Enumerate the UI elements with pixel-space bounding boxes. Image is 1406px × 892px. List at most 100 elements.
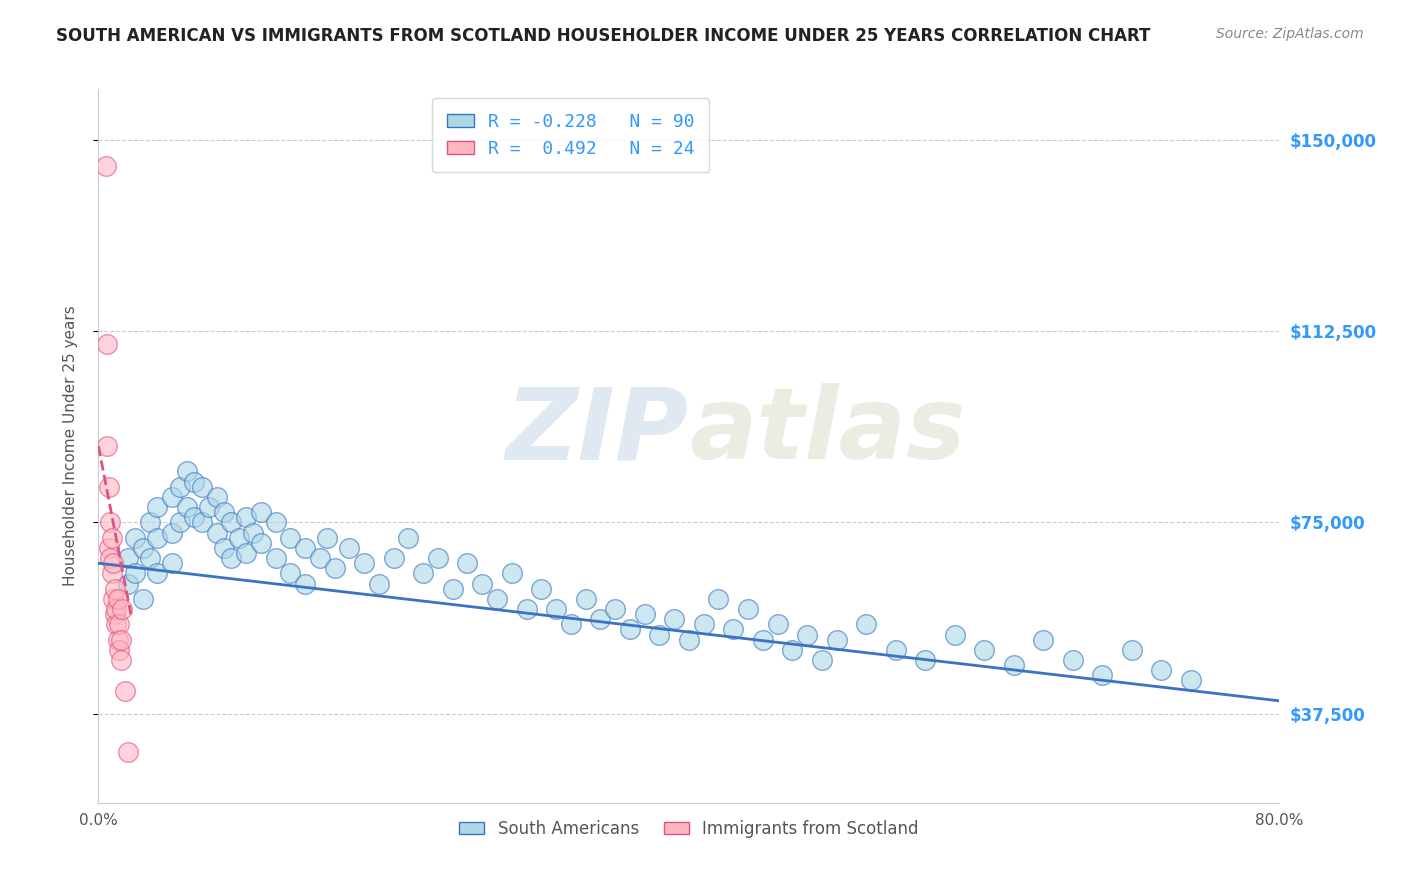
Legend: South Americans, Immigrants from Scotland: South Americans, Immigrants from Scotlan… (453, 814, 925, 845)
Point (678, 632, 700, 647)
Point (605, 602, 627, 616)
Point (146, 500, 169, 515)
Point (107, 632, 129, 647)
Point (191, 516, 214, 530)
Point (575, 591, 598, 606)
Point (560, 617, 582, 632)
Point (264, 516, 287, 530)
Point (752, 632, 775, 647)
Point (104, 607, 127, 622)
Point (212, 541, 235, 555)
Point (486, 591, 509, 606)
Point (1150, 663, 1173, 677)
Point (97, 541, 120, 555)
Point (280, 531, 302, 545)
Point (162, 490, 183, 504)
Point (117, 551, 139, 566)
Point (1180, 673, 1202, 688)
Point (183, 510, 205, 524)
Point (309, 551, 332, 566)
Point (294, 541, 316, 555)
Point (124, 531, 146, 545)
Point (205, 490, 228, 504)
Point (589, 612, 612, 626)
Point (280, 566, 302, 581)
Point (648, 627, 671, 641)
Point (339, 541, 361, 555)
Point (235, 546, 257, 560)
Point (368, 576, 391, 591)
Point (516, 602, 538, 616)
Text: Source: ZipAtlas.com: Source: ZipAtlas.com (1216, 27, 1364, 41)
Point (634, 607, 657, 622)
Point (176, 500, 198, 515)
Point (117, 576, 139, 591)
Point (105, 602, 128, 616)
Point (169, 516, 191, 530)
Point (382, 551, 405, 566)
Point (103, 591, 125, 606)
Point (693, 617, 716, 632)
Point (114, 683, 136, 698)
Point (1062, 653, 1084, 667)
Point (664, 612, 686, 626)
Point (796, 627, 818, 641)
Point (723, 623, 745, 637)
Point (97, 480, 120, 494)
Point (162, 525, 183, 540)
Point (471, 576, 494, 591)
Point (100, 531, 122, 545)
Point (737, 602, 759, 616)
Point (323, 561, 346, 575)
Point (1121, 643, 1143, 657)
Point (441, 582, 464, 596)
Point (221, 516, 243, 530)
Point (96, 439, 118, 453)
Point (855, 617, 877, 632)
Point (398, 531, 420, 545)
Point (105, 617, 128, 632)
Point (139, 551, 162, 566)
Point (294, 576, 316, 591)
Point (316, 531, 339, 545)
Point (825, 632, 848, 647)
Point (191, 480, 214, 494)
Point (169, 480, 191, 494)
Point (183, 475, 205, 489)
Point (1091, 668, 1114, 682)
Point (110, 632, 132, 647)
Point (546, 602, 568, 616)
Point (132, 541, 155, 555)
Point (1002, 658, 1025, 673)
Point (914, 653, 936, 667)
Point (943, 627, 966, 641)
Point (530, 582, 553, 596)
Point (108, 643, 131, 657)
Point (104, 582, 127, 596)
Point (124, 566, 146, 581)
Point (242, 525, 264, 540)
Point (96, 337, 118, 351)
Point (108, 617, 131, 632)
Point (412, 566, 434, 581)
Point (94, 159, 117, 173)
Point (221, 551, 243, 566)
Point (250, 536, 273, 550)
Point (198, 500, 221, 515)
Point (205, 525, 228, 540)
Point (103, 556, 125, 570)
Point (110, 653, 132, 667)
Text: atlas: atlas (689, 384, 966, 480)
Point (353, 556, 375, 570)
Point (1032, 632, 1054, 647)
Point (162, 556, 183, 570)
Y-axis label: Householder Income Under 25 years: Householder Income Under 25 years (63, 306, 77, 586)
Text: ZIP: ZIP (506, 384, 689, 480)
Point (501, 566, 523, 581)
Point (457, 556, 479, 570)
Point (707, 591, 730, 606)
Point (250, 505, 273, 519)
Point (884, 643, 907, 657)
Point (100, 566, 122, 581)
Point (98, 551, 121, 566)
